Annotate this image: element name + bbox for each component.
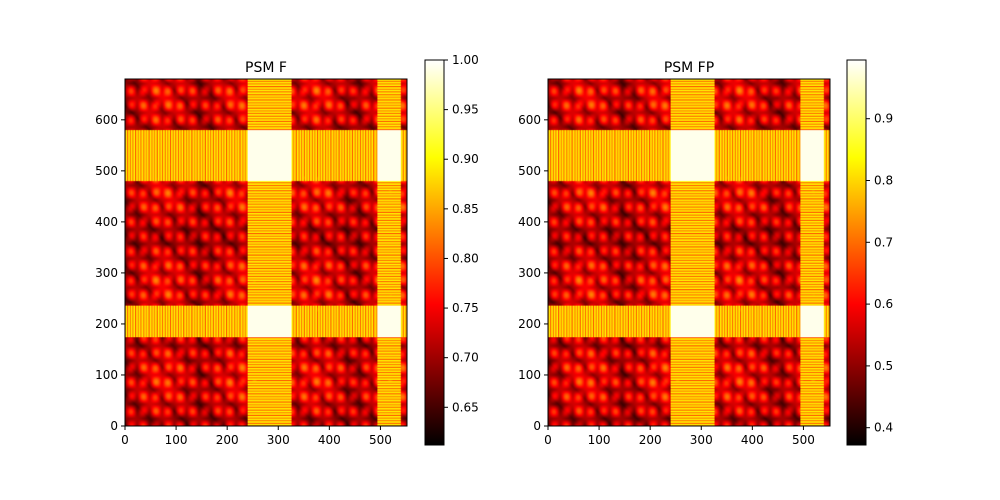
heatmap-psm-fp (548, 79, 830, 426)
colorbar-tick-label: 0.7 (874, 235, 893, 249)
chart-title-psm-fp: PSM FP (664, 60, 714, 76)
y-tick-label: 300 (518, 266, 541, 280)
colorbar-tick-label: 0.4 (874, 421, 893, 435)
x-tick-label: 500 (792, 433, 815, 447)
x-tick-label: 0 (121, 433, 129, 447)
heatmap-psm-f (125, 79, 407, 426)
y-tick-label: 200 (95, 317, 118, 331)
y-tick-label: 500 (95, 164, 118, 178)
y-tick-label: 0 (533, 419, 541, 433)
x-tick-label: 200 (216, 433, 239, 447)
y-tick-label: 0 (110, 419, 118, 433)
x-axis-psm-f: 0 100 200 300 400 500 (121, 426, 392, 447)
colorbar-tick-label: 0.70 (452, 351, 479, 365)
x-tick-label: 300 (690, 433, 713, 447)
colorbar-tick-label: 0.80 (452, 251, 479, 265)
y-tick-label: 400 (518, 215, 541, 229)
y-tick-label: 100 (95, 368, 118, 382)
y-tick-label: 400 (95, 215, 118, 229)
x-tick-label: 100 (165, 433, 188, 447)
x-tick-label: 500 (369, 433, 392, 447)
x-tick-label: 100 (588, 433, 611, 447)
y-tick-label: 100 (518, 368, 541, 382)
colorbar-tick-label: 0.75 (452, 301, 479, 315)
y-axis-psm-f: 0 100 200 300 400 500 600 (95, 113, 125, 433)
colorbar-tick-label: 0.65 (452, 400, 479, 414)
x-tick-label: 400 (741, 433, 764, 447)
colorbar-ticks-psm-f: 0.65 0.70 0.75 0.80 0.85 0.90 0.95 1.00 (444, 53, 479, 414)
x-tick-label: 200 (639, 433, 662, 447)
y-tick-label: 600 (518, 113, 541, 127)
colorbar-tick-label: 0.85 (452, 202, 479, 216)
x-tick-label: 300 (267, 433, 290, 447)
chart-title-psm-f: PSM F (245, 60, 287, 76)
colorbar-psm-fp (846, 59, 867, 446)
y-tick-label: 500 (518, 164, 541, 178)
colorbar-tick-label: 0.90 (452, 152, 479, 166)
colorbar-tick-label: 1.00 (452, 53, 479, 67)
plot-frame-psm-fp (547, 78, 831, 427)
colorbar-tick-label: 0.95 (452, 103, 479, 117)
y-tick-label: 600 (95, 113, 118, 127)
colorbar-psm-f (424, 59, 445, 446)
colorbar-tick-label: 0.5 (874, 359, 893, 373)
y-tick-label: 300 (95, 266, 118, 280)
x-tick-label: 0 (544, 433, 552, 447)
x-axis-psm-fp: 0 100 200 300 400 500 (544, 426, 815, 447)
panel-psm-f: PSM F 0 100 200 300 400 500 0 100 200 300 400 500 6… (95, 53, 479, 447)
colorbar-tick-label: 0.6 (874, 297, 893, 311)
colorbar-tick-label: 0.8 (874, 174, 893, 188)
plot-frame-psm-f (124, 78, 408, 427)
y-tick-label: 200 (518, 317, 541, 331)
x-tick-label: 400 (318, 433, 341, 447)
colorbar-tick-label: 0.9 (874, 112, 893, 126)
colorbar-ticks-psm-fp: 0.4 0.5 0.6 0.7 0.8 0.9 (866, 112, 893, 435)
panel-psm-fp: PSM FP 0 100 200 300 400 500 0 100 200 300 400 500… (518, 59, 893, 447)
y-axis-psm-fp: 0 100 200 300 400 500 600 (518, 113, 548, 433)
